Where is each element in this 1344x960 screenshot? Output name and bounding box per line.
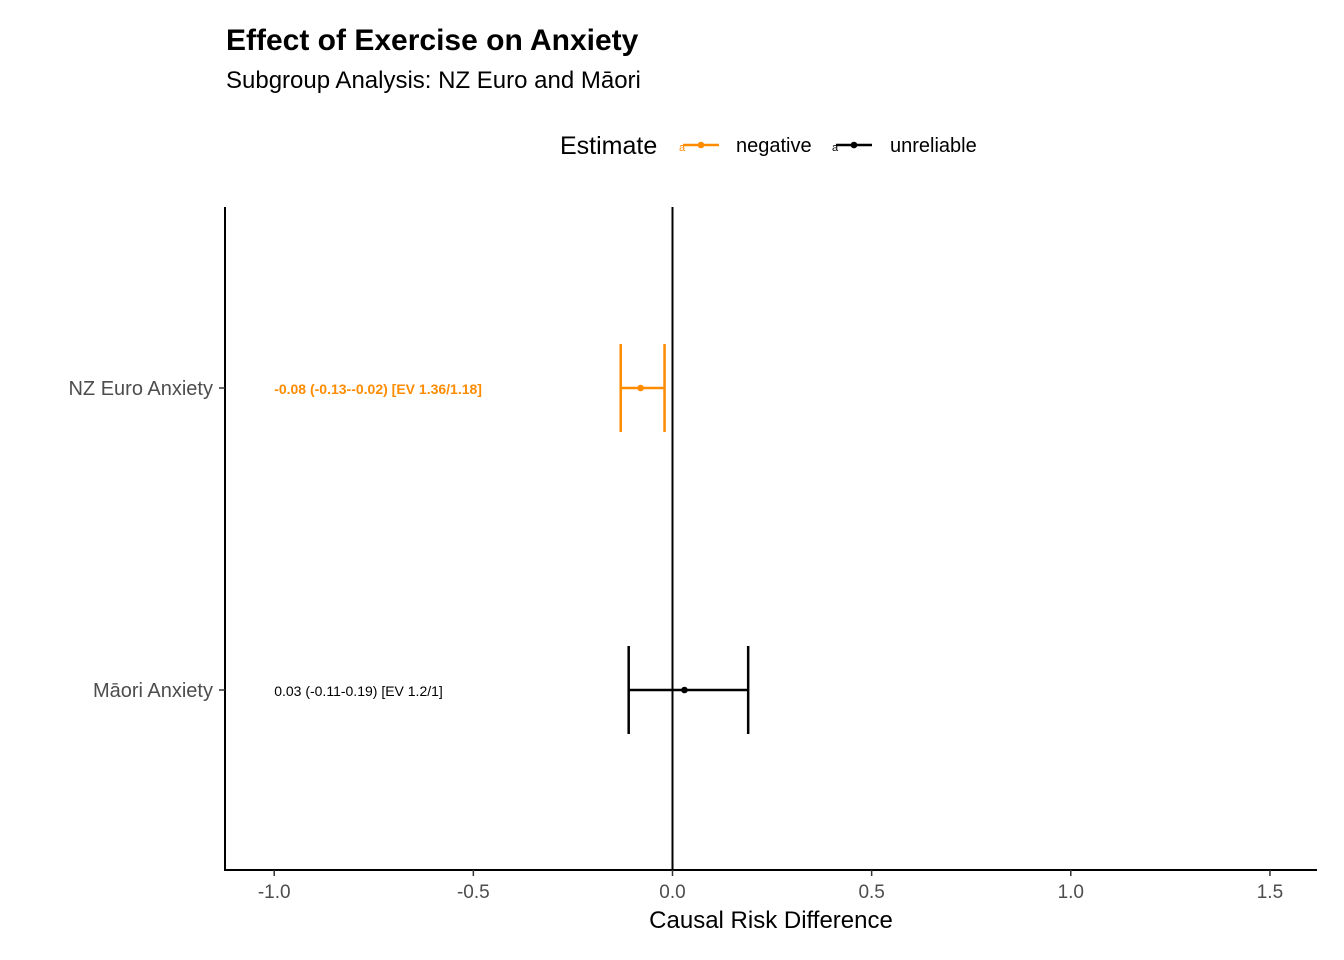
legend-title: Estimate — [560, 132, 657, 160]
estimate-annotation: 0.03 (-0.11-0.19) [EV 1.2/1] — [274, 683, 443, 699]
x-tick-label: 1.0 — [1058, 882, 1084, 903]
legend-label: negative — [736, 135, 812, 157]
estimate-point — [681, 686, 688, 694]
legend-key-glyph: a — [832, 142, 839, 154]
x-tick-label: -1.0 — [258, 882, 291, 903]
legend-key-point — [850, 141, 858, 149]
chart-subtitle: Subgroup Analysis: NZ Euro and Māori — [226, 67, 641, 94]
x-tick-label: 1.5 — [1257, 882, 1283, 903]
x-tick-label: -0.5 — [457, 882, 490, 903]
x-axis-title: Causal Risk Difference — [649, 907, 893, 934]
x-tick-label: 0.5 — [858, 882, 884, 903]
estimate-annotation: -0.08 (-0.13--0.02) [EV 1.36/1.18] — [274, 381, 482, 397]
legend-key-glyph: a — [679, 142, 686, 154]
chart-title: Effect of Exercise on Anxiety — [226, 24, 639, 57]
y-category-label: NZ Euro Anxiety — [68, 378, 213, 400]
plot-area: -1.0 -0.5 0.0 0.5 1.0 1.5 NZ Euro Anxiety -0.08… — [68, 207, 1317, 903]
legend-key-point — [697, 141, 705, 149]
estimate-point — [637, 384, 644, 392]
legend: Estimate a negative a unreliable — [560, 132, 977, 160]
x-tick-label: 0.0 — [659, 882, 685, 903]
legend-label: unreliable — [890, 135, 977, 157]
y-category-label: Māori Anxiety — [93, 680, 213, 702]
